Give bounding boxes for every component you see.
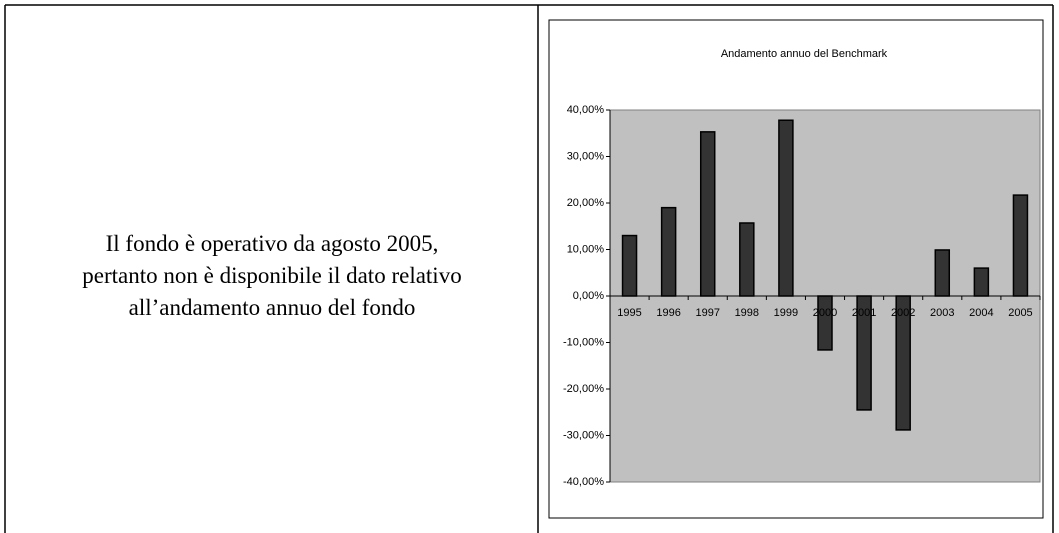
x-tick-label: 1997 [695, 307, 719, 319]
y-tick-label: -30,00% [563, 429, 604, 441]
cell-text: Il fondo è operativo da agosto 2005, [106, 231, 439, 256]
y-tick-label: -10,00% [563, 336, 604, 348]
x-tick-label: 1999 [774, 307, 798, 319]
bar [778, 119, 794, 297]
cell-text: pertanto non è disponibile il dato relat… [82, 263, 461, 288]
chart-title: Andamento annuo del Benchmark [721, 48, 888, 60]
y-tick-label: 0,00% [573, 290, 604, 302]
y-tick-label: 10,00% [567, 243, 605, 255]
x-tick-label: 1996 [656, 307, 680, 319]
bar [1012, 194, 1029, 297]
x-tick-label: 2003 [930, 307, 954, 319]
bar [739, 222, 755, 297]
y-tick-label: -20,00% [563, 383, 604, 395]
bar [699, 131, 716, 297]
y-tick-label: 40,00% [567, 104, 605, 116]
x-tick-label: 2001 [852, 307, 876, 319]
x-tick-label: 1998 [735, 307, 759, 319]
y-tick-label: 30,00% [567, 150, 605, 162]
bar [660, 206, 677, 297]
bar [934, 249, 951, 297]
x-tick-label: 2002 [891, 307, 915, 319]
x-tick-label: 2004 [969, 307, 993, 319]
bar [621, 234, 638, 297]
x-tick-label: 2000 [813, 307, 837, 319]
y-tick-label: 20,00% [567, 197, 605, 209]
y-tick-label: -40,00% [563, 476, 604, 488]
x-tick-label: 2005 [1008, 307, 1032, 319]
x-tick-label: 1995 [617, 307, 641, 319]
cell-text: all’andamento annuo del fondo [129, 295, 416, 320]
bar [973, 267, 990, 297]
bar [817, 295, 833, 351]
